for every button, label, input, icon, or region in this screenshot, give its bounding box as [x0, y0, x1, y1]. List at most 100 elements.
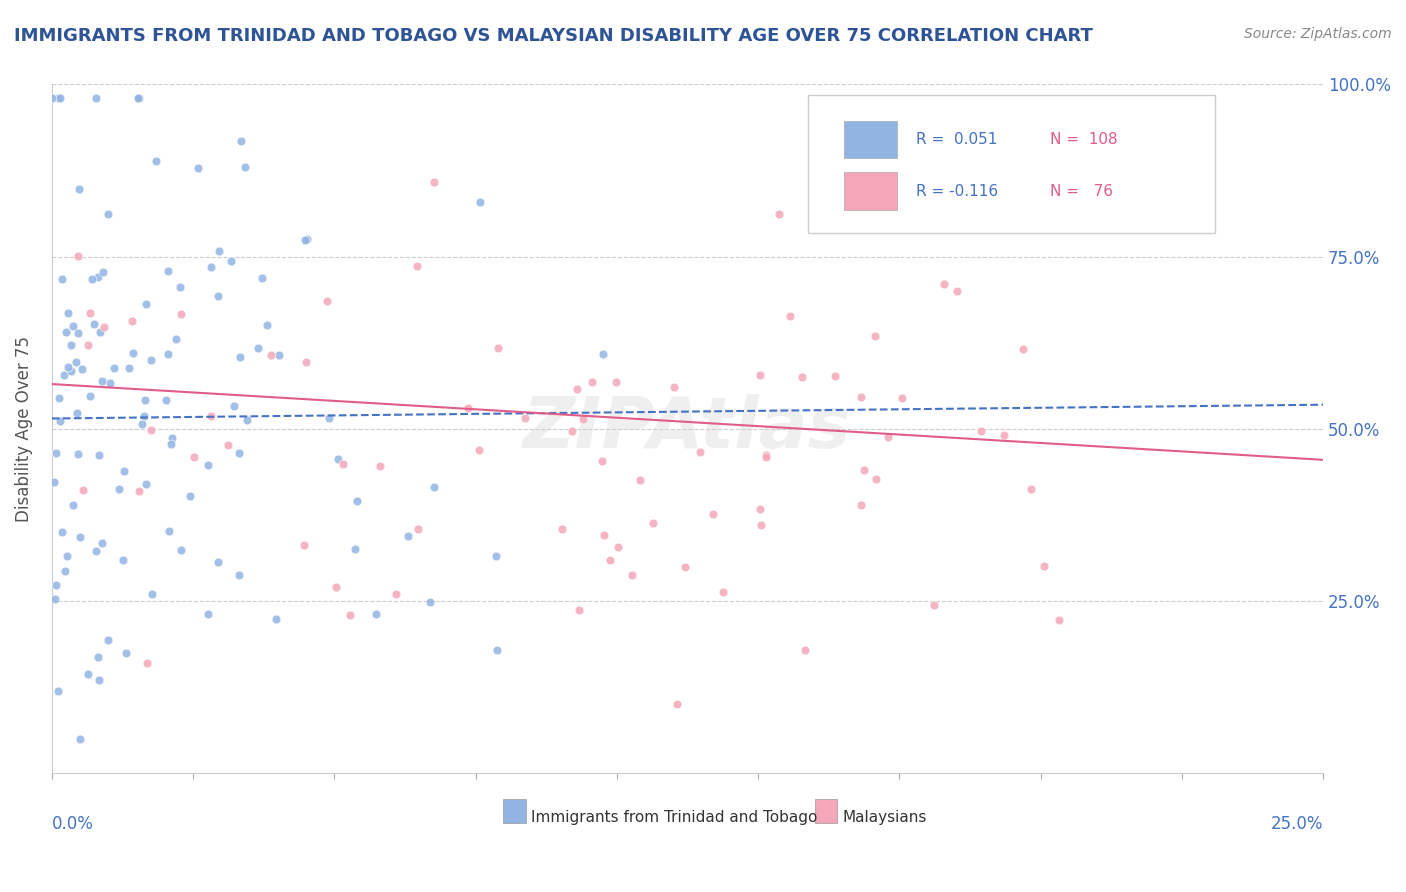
- Point: [222, 399, 245, 413]
- Point: [48, 391, 70, 405]
- Point: [72, 483, 94, 497]
- Text: N =  108: N = 108: [1050, 132, 1118, 147]
- Point: [551, 522, 574, 536]
- Point: [922, 598, 945, 612]
- Point: [200, 409, 222, 423]
- Point: [748, 368, 770, 383]
- Point: [256, 318, 278, 333]
- Point: [231, 134, 253, 148]
- Point: [641, 516, 664, 530]
- Point: [406, 522, 429, 536]
- Text: ZIPAtlas: ZIPAtlas: [523, 394, 852, 463]
- Point: [1019, 483, 1042, 497]
- Y-axis label: Disability Age Over 75: Disability Age Over 75: [15, 335, 32, 522]
- Point: [127, 91, 149, 105]
- Point: [79, 389, 101, 403]
- Point: [83, 317, 105, 331]
- Point: [200, 260, 222, 274]
- Point: [69, 530, 91, 544]
- Point: [90, 535, 112, 549]
- Point: [112, 464, 135, 478]
- Point: [486, 342, 509, 356]
- Point: [69, 731, 91, 746]
- Point: [118, 360, 141, 375]
- Point: [136, 656, 159, 670]
- Point: [824, 369, 846, 384]
- Point: [325, 580, 347, 594]
- Point: [77, 338, 100, 352]
- Point: [128, 91, 150, 105]
- Point: [572, 412, 595, 426]
- Point: [60, 364, 83, 378]
- Point: [187, 161, 209, 176]
- Point: [768, 207, 790, 221]
- FancyBboxPatch shape: [503, 798, 526, 822]
- Point: [219, 253, 242, 268]
- Point: [364, 607, 387, 622]
- Point: [49, 414, 72, 428]
- Point: [515, 410, 537, 425]
- Point: [41, 91, 63, 105]
- Text: Malaysians: Malaysians: [842, 811, 927, 825]
- Point: [103, 360, 125, 375]
- Point: [666, 698, 689, 712]
- Point: [748, 501, 770, 516]
- Text: 0.0%: 0.0%: [52, 814, 94, 832]
- Point: [217, 438, 239, 452]
- Point: [339, 608, 361, 623]
- Point: [69, 182, 91, 196]
- Point: [89, 673, 111, 687]
- Point: [53, 564, 76, 578]
- Point: [111, 552, 134, 566]
- Point: [891, 391, 914, 405]
- Point: [711, 584, 734, 599]
- Point: [316, 294, 339, 309]
- Point: [45, 446, 67, 460]
- Point: [865, 471, 887, 485]
- Point: [264, 612, 287, 626]
- Point: [292, 538, 315, 552]
- Point: [228, 568, 250, 582]
- Point: [84, 91, 107, 105]
- Point: [470, 195, 492, 210]
- Point: [1033, 558, 1056, 573]
- Point: [87, 449, 110, 463]
- Point: [294, 233, 316, 247]
- Point: [56, 359, 79, 374]
- Point: [792, 369, 814, 384]
- Point: [70, 362, 93, 376]
- Text: N =   76: N = 76: [1050, 184, 1112, 199]
- Point: [66, 406, 89, 420]
- Point: [46, 91, 69, 105]
- Text: Source: ZipAtlas.com: Source: ZipAtlas.com: [1244, 27, 1392, 41]
- Point: [44, 475, 66, 490]
- Point: [326, 452, 349, 467]
- Text: IMMIGRANTS FROM TRINIDAD AND TOBAGO VS MALAYSIAN DISABILITY AGE OVER 75 CORRELAT: IMMIGRANTS FROM TRINIDAD AND TOBAGO VS M…: [14, 27, 1092, 45]
- Text: Immigrants from Trinidad and Tobago: Immigrants from Trinidad and Tobago: [531, 811, 817, 825]
- Point: [51, 272, 73, 286]
- Point: [97, 632, 120, 647]
- Point: [384, 587, 406, 601]
- Point: [599, 552, 621, 566]
- Point: [406, 260, 429, 274]
- Point: [457, 401, 479, 415]
- Point: [87, 649, 110, 664]
- Point: [93, 320, 115, 334]
- Point: [849, 390, 872, 404]
- Point: [139, 423, 162, 437]
- Point: [993, 428, 1015, 442]
- Point: [863, 329, 886, 343]
- Point: [346, 493, 368, 508]
- Point: [122, 346, 145, 360]
- Point: [97, 207, 120, 221]
- Point: [66, 447, 89, 461]
- Point: [852, 463, 875, 477]
- Point: [51, 524, 73, 539]
- Point: [467, 443, 489, 458]
- Point: [229, 351, 252, 365]
- Point: [77, 667, 100, 681]
- Point: [46, 684, 69, 698]
- Point: [591, 454, 613, 468]
- Point: [423, 175, 446, 189]
- Point: [620, 567, 643, 582]
